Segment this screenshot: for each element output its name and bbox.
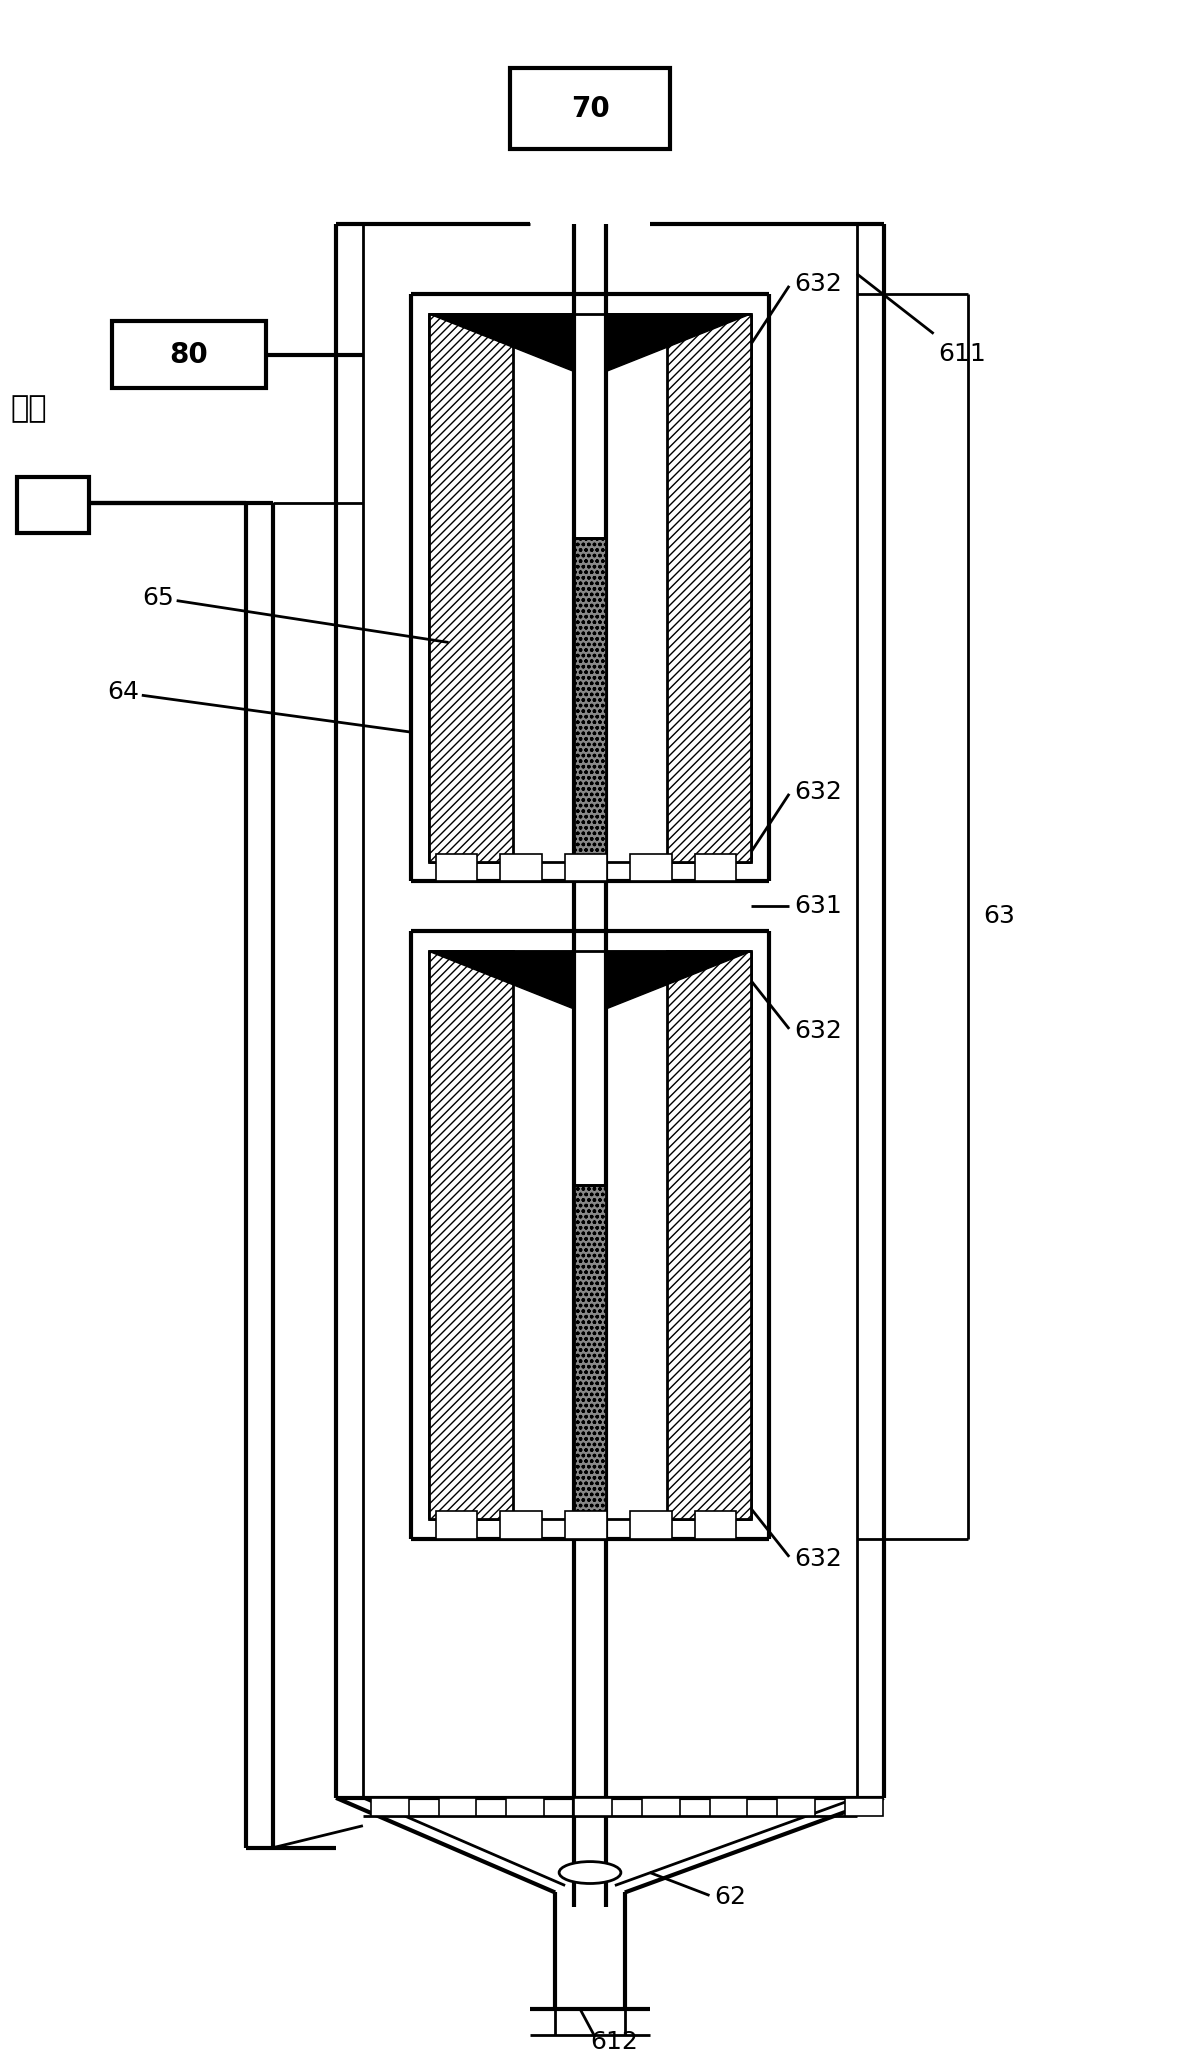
Bar bbox=[574, 1284, 606, 1519]
Bar bbox=[629, 853, 672, 882]
Text: 64: 64 bbox=[107, 680, 139, 705]
Polygon shape bbox=[606, 314, 751, 372]
Text: 632: 632 bbox=[794, 779, 842, 804]
Bar bbox=[574, 637, 606, 861]
Bar bbox=[501, 853, 542, 882]
Bar bbox=[574, 538, 606, 861]
Bar bbox=[667, 314, 751, 861]
Bar bbox=[112, 321, 266, 388]
Bar bbox=[507, 1798, 544, 1817]
Text: 70: 70 bbox=[570, 95, 609, 123]
Text: 611: 611 bbox=[939, 341, 986, 366]
Bar bbox=[429, 951, 514, 1519]
Bar bbox=[777, 1798, 815, 1817]
Text: 632: 632 bbox=[794, 1547, 842, 1570]
Bar bbox=[501, 1510, 542, 1539]
Bar bbox=[371, 1798, 409, 1817]
Bar bbox=[510, 68, 670, 150]
Bar bbox=[844, 1798, 883, 1817]
Bar bbox=[710, 1798, 748, 1817]
Bar bbox=[565, 1510, 607, 1539]
Text: 出水: 出水 bbox=[11, 395, 47, 423]
Bar bbox=[436, 853, 477, 882]
Text: 631: 631 bbox=[794, 894, 842, 919]
Ellipse shape bbox=[559, 1862, 621, 1884]
Bar bbox=[574, 1186, 606, 1519]
Bar bbox=[574, 1798, 612, 1817]
Bar bbox=[667, 951, 751, 1519]
Bar bbox=[565, 853, 607, 882]
Bar bbox=[694, 853, 737, 882]
Bar bbox=[629, 1510, 672, 1539]
Text: 80: 80 bbox=[170, 341, 209, 368]
Polygon shape bbox=[606, 951, 751, 1009]
Text: 63: 63 bbox=[984, 904, 1016, 929]
Text: 65: 65 bbox=[142, 586, 174, 610]
Bar bbox=[438, 1798, 476, 1817]
Text: 632: 632 bbox=[794, 271, 842, 296]
Polygon shape bbox=[429, 951, 574, 1009]
Text: 62: 62 bbox=[715, 1884, 746, 1909]
Polygon shape bbox=[429, 314, 574, 372]
Bar bbox=[694, 1510, 737, 1539]
Bar bbox=[429, 314, 514, 861]
Text: 632: 632 bbox=[794, 1019, 842, 1042]
Bar bbox=[641, 1798, 679, 1817]
Bar bbox=[18, 477, 89, 532]
Text: 612: 612 bbox=[590, 2030, 638, 2053]
Bar bbox=[436, 1510, 477, 1539]
